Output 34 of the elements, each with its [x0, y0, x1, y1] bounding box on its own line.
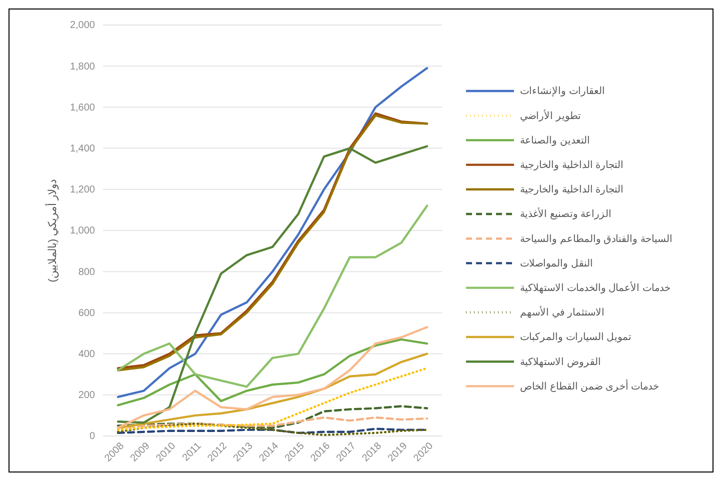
y-tick-label: 400: [78, 349, 96, 360]
y-tick-label: 600: [78, 308, 96, 319]
y-tick-label: 200: [78, 390, 96, 402]
y-tick-label: 2,000: [70, 20, 96, 32]
line-series: [116, 67, 428, 398]
y-axis-title: دولار أمريكي (بالملايين): [45, 178, 59, 282]
y-tick-label: 1,000: [70, 226, 96, 237]
legend-label: التجارة الداخلية والخارجية: [520, 160, 624, 171]
line-series: [116, 422, 428, 436]
legend-label: الاستثمار في الأسهم: [520, 306, 605, 319]
line-series: [116, 352, 428, 429]
legend-label: خدمات أخرى ضمن القطاع الخاص: [520, 379, 660, 392]
y-tick-label: 1,400: [70, 144, 96, 154]
line-series: [116, 338, 428, 406]
legend-label: الزراعة وتصنيع الأغذية: [520, 208, 612, 220]
legend-label: القروض الاستهلاكية: [520, 356, 601, 368]
y-tick-label: 0: [89, 431, 96, 442]
y-tick-label: 1,600: [70, 102, 96, 114]
line-series: [116, 367, 428, 431]
y-tick-label: 1,800: [70, 61, 96, 72]
line-series: [116, 145, 428, 424]
line-series: [116, 204, 428, 388]
legend-label: تمويل السيارات والمركبات: [520, 332, 632, 344]
legend-label: العقارات والإنشاءات: [520, 86, 605, 98]
legend-label: التجارة الداخلية والخارجية: [520, 184, 624, 196]
legend-label: تطوير الأراضي: [520, 110, 581, 122]
legend-label: النقل والمواصلات: [520, 258, 593, 270]
line-series: [116, 405, 428, 429]
y-tick-label: 800: [78, 266, 96, 278]
y-tick-label: 1,200: [70, 184, 96, 196]
legend-label: السياحة والفنادق والمطاعم والسياحة: [520, 234, 672, 245]
legend-label: التعدين والصناعة: [520, 135, 590, 146]
line-series: [116, 326, 428, 429]
legend-label: خدمات الأعمال والخدمات الاستهلاكية: [520, 282, 670, 294]
